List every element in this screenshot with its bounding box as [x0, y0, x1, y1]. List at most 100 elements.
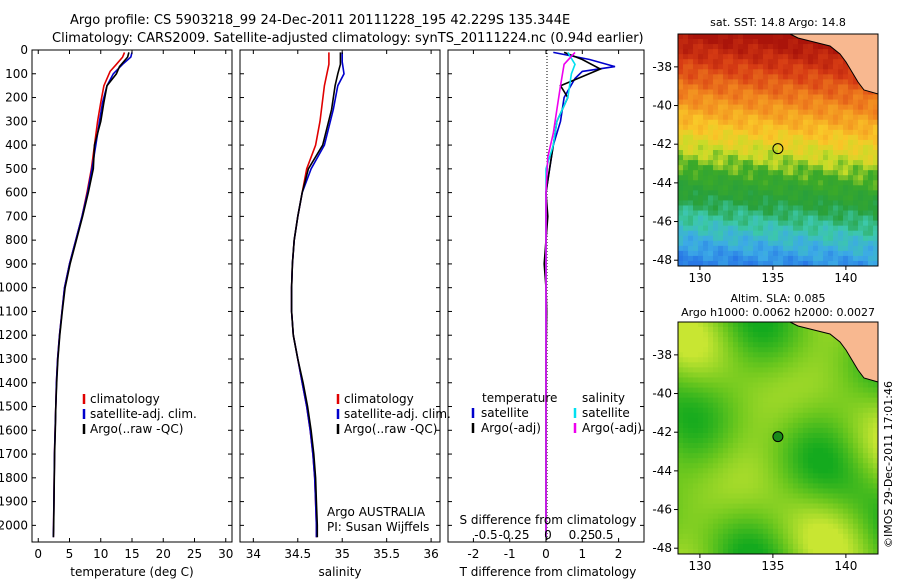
- sst-cell: [773, 195, 779, 201]
- temperature-plot-frame: [31, 49, 233, 543]
- sla-cell: [813, 362, 819, 368]
- sst-cell: [723, 59, 729, 65]
- sst-cell: [813, 79, 819, 85]
- sst-cell: [823, 225, 829, 232]
- sst-cell: [758, 74, 764, 80]
- sla-cell: [873, 463, 879, 469]
- sst-cell: [808, 139, 814, 146]
- sst-cell: [828, 64, 834, 70]
- sla-cell: [793, 332, 799, 338]
- sst-cell: [698, 155, 704, 161]
- sst-cell: [713, 195, 719, 201]
- sla-cell: [788, 443, 794, 449]
- sla-cell: [788, 337, 794, 343]
- sst-cell: [813, 200, 819, 206]
- sla-cell: [788, 392, 794, 399]
- sla-cell: [713, 397, 719, 404]
- sst-cell: [698, 74, 704, 80]
- sst-cell: [858, 89, 864, 95]
- sla-cell: [713, 483, 719, 489]
- sst-cell: [783, 210, 789, 216]
- sst-cell: [793, 144, 799, 151]
- sla-cell: [868, 473, 874, 479]
- sla-cell: [738, 463, 744, 469]
- sst-cell: [753, 94, 759, 100]
- sst-cell: [758, 225, 764, 232]
- sst-cell: [823, 180, 829, 186]
- sla-cell: [738, 508, 744, 515]
- sla-cell: [768, 458, 774, 464]
- sla-cell: [853, 468, 859, 474]
- sla-cell: [823, 397, 829, 404]
- sla-cell: [798, 352, 804, 358]
- sst-cell: [758, 230, 764, 237]
- sla-cell: [713, 327, 719, 333]
- sla-cell: [823, 528, 829, 535]
- sla-cell: [698, 367, 704, 373]
- sst-cell: [723, 150, 729, 156]
- sst-cell: [793, 260, 799, 267]
- sla-cell: [703, 402, 709, 409]
- s-difference-tick-label: -0.25: [498, 528, 529, 542]
- sst-cell: [683, 170, 689, 176]
- sla-cell: [868, 508, 874, 515]
- sla-cell: [803, 397, 809, 404]
- sla-cell: [728, 402, 734, 409]
- sst-cell: [753, 230, 759, 237]
- sla-cell: [758, 518, 764, 525]
- sst-cell: [778, 74, 784, 80]
- sla-cell: [843, 453, 849, 459]
- sla-cell: [803, 357, 809, 363]
- sst-cell: [743, 155, 749, 161]
- sst-cell: [773, 255, 779, 262]
- sla-cell: [803, 402, 809, 409]
- sst-cell: [873, 114, 879, 121]
- s-difference-tick-label: -0.5: [474, 528, 497, 542]
- sst-cell: [823, 245, 829, 252]
- sla-cell: [873, 432, 879, 439]
- sla-cell: [698, 488, 704, 494]
- sst-cell: [773, 109, 779, 116]
- sst-cell: [838, 240, 844, 247]
- sst-cell: [813, 165, 819, 171]
- sst-cell: [763, 84, 769, 90]
- sst-cell: [743, 144, 749, 151]
- sla-cell: [818, 362, 824, 368]
- sla-cell: [833, 377, 839, 383]
- sla-cell: [703, 478, 709, 484]
- sla-map-title-line2: Argo h1000: 0.0062 h2000: 0.0027: [681, 306, 875, 319]
- sst-cell: [838, 205, 844, 211]
- sst-cell: [688, 200, 694, 206]
- sla-cell: [678, 518, 684, 525]
- sla-cell: [863, 458, 869, 464]
- sst-cell: [698, 114, 704, 121]
- sla-cell: [833, 372, 839, 378]
- sst-cell: [848, 84, 854, 90]
- sst-cell: [708, 160, 714, 166]
- sst-cell: [788, 260, 794, 267]
- sst-cell: [738, 84, 744, 90]
- sst-cell: [758, 34, 764, 40]
- sla-cell: [763, 327, 769, 333]
- sla-cell: [723, 478, 729, 484]
- sla-map-title-line1: Altim. SLA: 0.085: [730, 292, 825, 305]
- sst-cell: [763, 64, 769, 70]
- sla-cell: [738, 503, 744, 510]
- sla-cell: [678, 412, 684, 419]
- sla-cell: [708, 473, 714, 479]
- sla-cell: [758, 528, 764, 535]
- sst-cell: [863, 165, 869, 171]
- sst-cell: [798, 195, 804, 201]
- sla-cell: [783, 402, 789, 409]
- sla-cell: [718, 498, 724, 504]
- sla-cell: [863, 387, 869, 394]
- sst-cell: [723, 79, 729, 85]
- sla-cell: [688, 438, 694, 444]
- sla-cell: [753, 352, 759, 358]
- sst-cell: [683, 89, 689, 95]
- sla-cell: [678, 468, 684, 474]
- sla-cell: [733, 548, 739, 555]
- sla-cell: [858, 523, 864, 530]
- sla-cell: [863, 422, 869, 429]
- sst-cell: [688, 210, 694, 216]
